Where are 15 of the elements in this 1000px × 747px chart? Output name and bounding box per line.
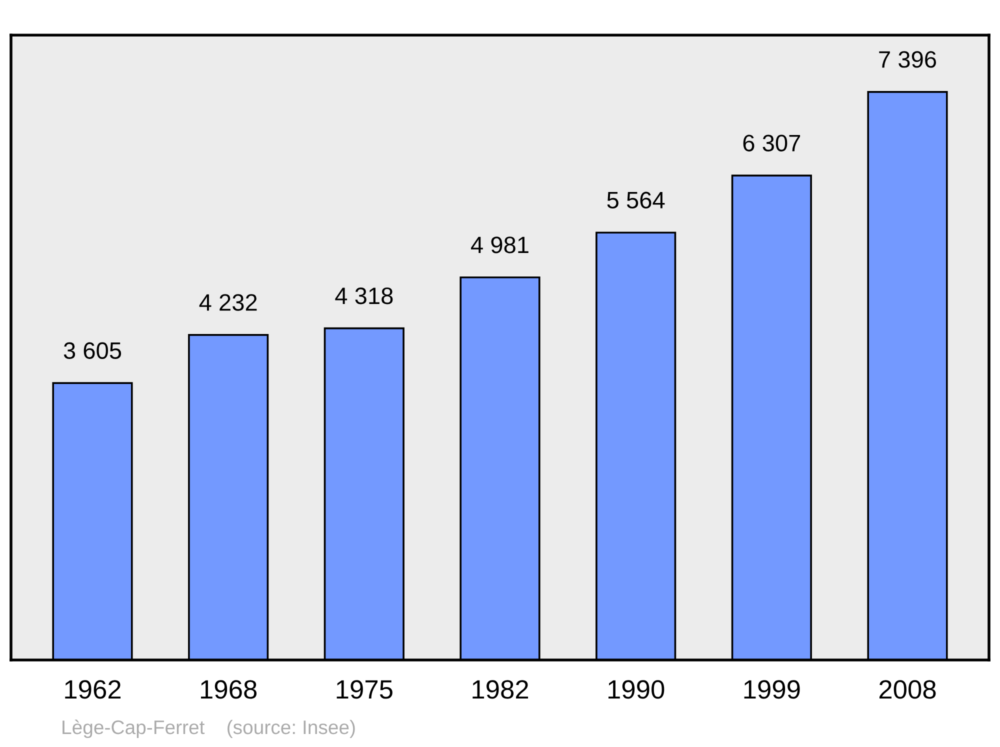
x-tick-label: 1999	[744, 680, 800, 699]
x-tick-label: 1968	[200, 680, 257, 699]
data-label: 4 232	[199, 294, 257, 311]
data-label: 5 564	[607, 192, 665, 209]
x-tick-label: 1982	[472, 680, 528, 699]
data-label: 3 605	[64, 342, 122, 359]
x-tick-label: 2008	[879, 680, 936, 699]
x-tick-label: 1975	[336, 680, 392, 699]
x-tick-label: 1990	[608, 680, 664, 699]
data-label: 7 396	[879, 51, 936, 68]
data-label: 4 318	[335, 287, 393, 304]
data-label: 4 981	[471, 236, 528, 254]
data-label: 6 307	[743, 134, 800, 152]
text: Lège-Cap-Ferret (source: Insee)	[62, 720, 355, 738]
x-tick-label: 1962	[65, 680, 121, 699]
